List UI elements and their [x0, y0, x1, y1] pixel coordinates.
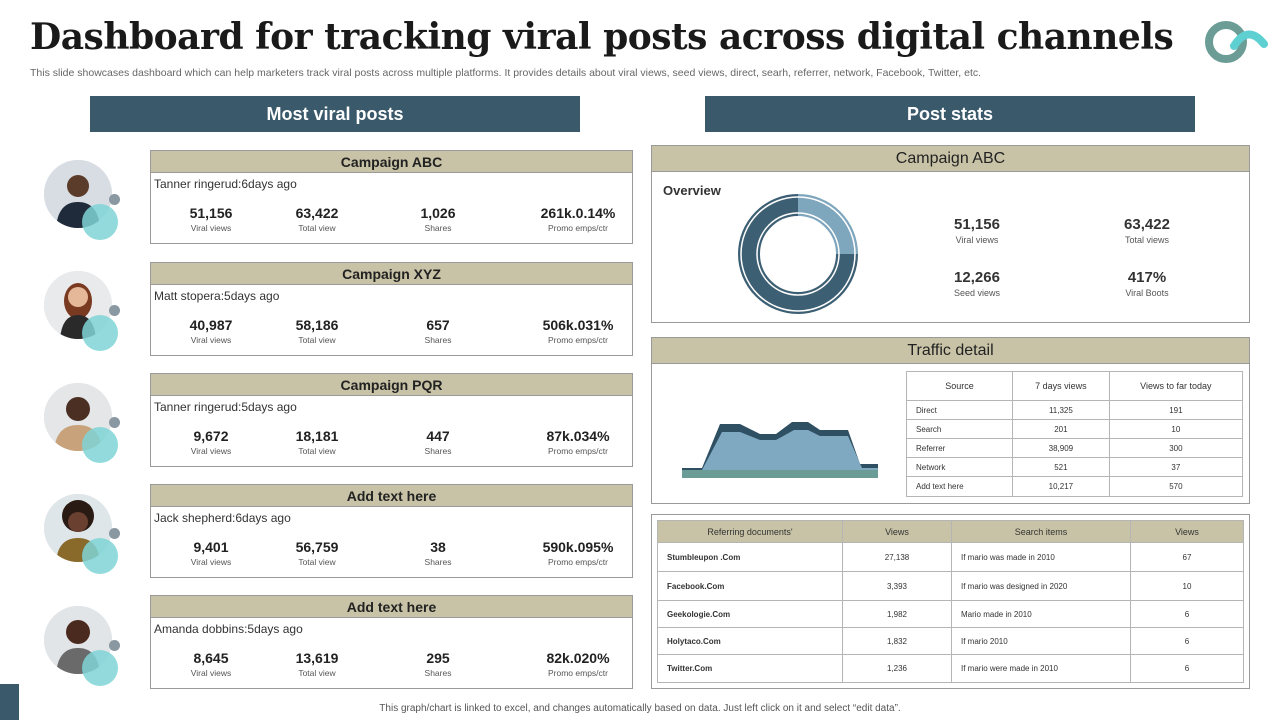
table-header: Source — [905, 371, 1014, 401]
avatar-1 — [42, 160, 122, 240]
traffic-area-chart — [682, 422, 878, 478]
table-row: Geekologie.Com 1,982 Mario made in 2010 6 — [657, 600, 1244, 628]
table-header: Referring documents' — [657, 520, 843, 543]
table-row: Add text here 10,217 570 — [905, 476, 1244, 497]
post-card: Add text here Amanda dobbins:5days ago 8… — [150, 595, 633, 689]
traffic-detail-panel: Traffic detail Source 7 days views Views… — [651, 337, 1250, 504]
metric-promo: 261k.0.14% Promo emps/ctr — [540, 205, 616, 233]
post-campaign-title: Campaign PQR — [151, 374, 632, 396]
post-campaign-title: Campaign XYZ — [151, 263, 632, 285]
metric-shares: 657 Shares — [424, 317, 452, 345]
table-row: Facebook.Com 3,393 If mario was designed i… — [657, 571, 1244, 601]
decor-grey-dot — [109, 417, 120, 428]
decor-teal-circle — [82, 538, 118, 574]
table-header: Views — [1130, 520, 1244, 543]
post-stats-heading: Post stats — [705, 96, 1195, 132]
post-author: Matt stopera:5days ago — [154, 289, 280, 303]
metric-viral-views: 40,987 Viral views — [189, 317, 233, 345]
stat-viral-views: 51,156 Viral views — [954, 216, 1000, 245]
post-author: Tanner ringerud:5days ago — [154, 400, 297, 414]
post-card: Campaign PQR Tanner ringerud:5days ago 9… — [150, 373, 633, 467]
post-card: Campaign ABC Tanner ringerud:6days ago 5… — [150, 150, 633, 244]
footer-note: This graph/chart is linked to excel, and… — [379, 703, 901, 714]
table-header: Views to far today — [1108, 371, 1244, 401]
decor-grey-dot — [109, 528, 120, 539]
referring-documents-panel: Referring documents' Views Search items … — [651, 514, 1250, 689]
table-row: Network 521 37 — [905, 457, 1244, 477]
metric-promo: 590k.095% Promo emps/ctr — [542, 539, 614, 567]
avatar-4 — [42, 494, 122, 574]
decor-teal-circle — [82, 427, 118, 463]
decor-teal-circle — [82, 204, 118, 240]
table-row: Referrer 38,909 300 — [905, 438, 1244, 458]
decor-grey-dot — [109, 305, 120, 316]
traffic-detail-heading: Traffic detail — [652, 338, 1249, 364]
donut-slice-1 — [738, 194, 858, 314]
post-card: Add text here Jack shepherd:6days ago 9,… — [150, 484, 633, 578]
metric-shares: 295 Shares — [424, 650, 452, 678]
table-row: Stumbleupon .Com 27,138 If mario was made … — [657, 542, 1244, 572]
decor-teal-circle — [82, 315, 118, 351]
traffic-table: Source 7 days views Views to far today D… — [905, 371, 1244, 497]
donut-slice-2 — [797, 194, 858, 255]
post-campaign-title: Add text here — [151, 596, 632, 618]
stat-seed-views: 12,266 Seed views — [953, 269, 1001, 298]
decor-grey-dot — [109, 640, 120, 651]
metric-viral-views: 8,645 Viral views — [190, 650, 232, 678]
metric-viral-views: 51,156 Viral views — [189, 205, 233, 233]
donut-ring-line — [740, 196, 856, 312]
post-author: Amanda dobbins:5days ago — [154, 622, 303, 636]
table-header: Views — [842, 520, 952, 543]
metric-shares: 447 Shares — [424, 428, 452, 456]
post-campaign-title: Campaign ABC — [151, 151, 632, 173]
referring-table: Referring documents' Views Search items … — [657, 520, 1244, 683]
brand-logo-icon — [1205, 21, 1268, 63]
table-row: Holytaco.Com 1,832 If mario 2010 6 — [657, 627, 1244, 655]
metric-promo: 506k.031% Promo emps/ctr — [542, 317, 614, 345]
avatar-2 — [42, 271, 122, 351]
corner-accent — [0, 684, 19, 720]
post-card: Campaign XYZ Matt stopera:5days ago 40,9… — [150, 262, 633, 356]
metric-total-view: 18,181 Total view — [295, 428, 339, 456]
post-campaign-title: Add text here — [151, 485, 632, 507]
stat-viral-boots: 417% Viral Boots — [1125, 269, 1169, 298]
table-header: Search items — [951, 520, 1131, 543]
avatar-5 — [42, 606, 122, 686]
table-header: 7 days views — [1012, 371, 1110, 401]
metric-shares: 1,026 Shares — [420, 205, 456, 233]
metric-viral-views: 9,401 Viral views — [190, 539, 232, 567]
most-viral-posts-heading: Most viral posts — [90, 96, 580, 132]
post-stats-panel: Campaign ABC Overview 51,156 Viral views … — [651, 145, 1250, 323]
decor-teal-circle — [82, 650, 118, 686]
table-row: Twitter.Com 1,236 If mario were made in 20… — [657, 654, 1244, 683]
decor-grey-dot — [109, 194, 120, 205]
post-stats-campaign-title: Campaign ABC — [652, 146, 1249, 172]
page-title: Dashboard for tracking viral posts acros… — [30, 16, 1174, 58]
post-author: Tanner ringerud:6days ago — [154, 177, 297, 191]
page-subtitle: This slide showcases dashboard which can… — [30, 67, 982, 79]
donut-ring-line — [756, 212, 840, 296]
metric-viral-views: 9,672 Viral views — [190, 428, 232, 456]
avatar-3 — [42, 383, 122, 463]
table-row: Direct 11,325 191 — [905, 400, 1244, 420]
post-author: Jack shepherd:6days ago — [154, 511, 291, 525]
metric-promo: 87k.034% Promo emps/ctr — [546, 428, 610, 456]
metric-total-view: 58,186 Total view — [295, 317, 339, 345]
metric-total-view: 56,759 Total view — [295, 539, 339, 567]
metric-total-view: 13,619 Total view — [295, 650, 339, 678]
metric-total-view: 63,422 Total view — [295, 205, 339, 233]
overview-label: Overview — [663, 183, 721, 198]
metric-promo: 82k.020% Promo emps/ctr — [546, 650, 610, 678]
metric-shares: 38 Shares — [424, 539, 452, 567]
overview-donut-chart — [738, 194, 858, 314]
table-row: Search 201 10 — [905, 419, 1244, 439]
stat-total-views: 63,422 Total views — [1124, 216, 1170, 245]
